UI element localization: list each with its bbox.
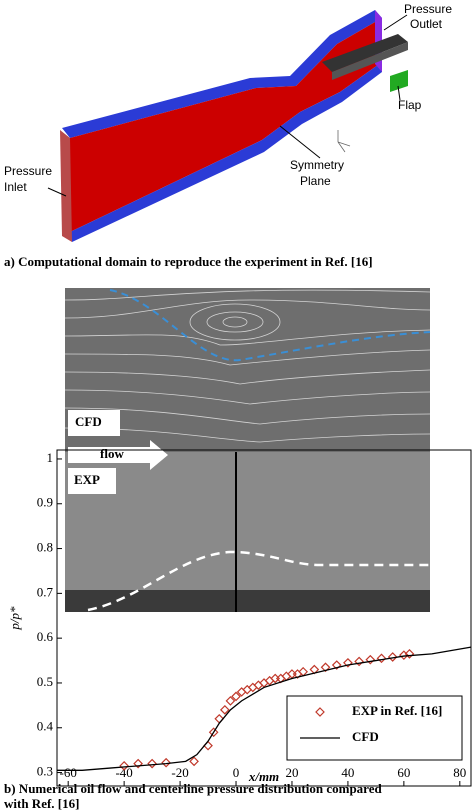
legend-box (286, 695, 463, 761)
exp-point (399, 650, 409, 661)
exp-point (231, 691, 241, 702)
y-tick-label: 0.9 (37, 495, 53, 510)
exp-point (208, 727, 219, 738)
label: Flap (398, 98, 422, 112)
domain-drawing (47, 10, 408, 242)
exp-point (214, 713, 225, 724)
exp-point (320, 662, 331, 673)
exp-point (376, 653, 387, 664)
y-tick-label: 0.3 (37, 764, 53, 779)
exp-point (189, 756, 199, 767)
legend-label: EXP in Ref. [16] (352, 703, 442, 718)
label-line: Symmetry (290, 158, 344, 172)
x-tick-label: -20 (171, 765, 188, 780)
label-line: Outlet (410, 17, 443, 31)
exp-point (203, 740, 213, 751)
exp-point (161, 757, 171, 768)
x-tick-label: 20 (285, 765, 298, 780)
exp-point (331, 660, 342, 670)
exp-point (354, 656, 364, 667)
exp-point (343, 657, 353, 668)
x-tick-label: 60 (397, 765, 410, 780)
cfd-line (57, 646, 472, 771)
legend-marker (315, 707, 325, 717)
exp-point (404, 648, 415, 659)
y-tick-label: 0.8 (37, 540, 53, 555)
exp-point (365, 654, 376, 665)
y-tick-label: 0.4 (37, 719, 54, 734)
x-tick-label: -40 (115, 765, 132, 780)
x-tick-label: -60 (60, 765, 77, 780)
panel-label: EXP (74, 472, 100, 487)
label-line: Pressure (4, 164, 52, 178)
panel-label: flow (100, 446, 124, 461)
legend-label: CFD (352, 729, 379, 744)
caption: a) Computational domain to reproduce the… (4, 254, 373, 269)
label-line: Plane (300, 174, 331, 188)
x-axis-label: x/mm (248, 769, 279, 784)
exp-point (133, 758, 143, 769)
y-tick-label: 0.5 (37, 674, 53, 689)
y-tick-label: 0.6 (37, 629, 54, 644)
caption-line: with Ref. [16] (4, 796, 79, 811)
panel-label: CFD (75, 414, 102, 429)
label-line: Pressure (404, 2, 452, 16)
y-tick-label: 0.7 (37, 584, 54, 599)
exp-point (219, 704, 230, 715)
exp-point (387, 652, 398, 662)
oil-flow-images (64, 288, 431, 612)
exp-point (147, 758, 157, 769)
plot-frame (56, 449, 472, 787)
label-line: Inlet (4, 180, 27, 194)
exp-point (225, 696, 236, 706)
x-tick-label: 80 (453, 765, 466, 780)
y-tick-label: 1 (47, 450, 54, 465)
caption-line: b) Numerical oil flow and centerline pre… (4, 781, 382, 796)
x-tick-label: 40 (341, 765, 354, 780)
y-axis-label: p/p* (7, 606, 22, 631)
exp-point (119, 760, 129, 771)
x-tick-label: 0 (233, 765, 240, 780)
